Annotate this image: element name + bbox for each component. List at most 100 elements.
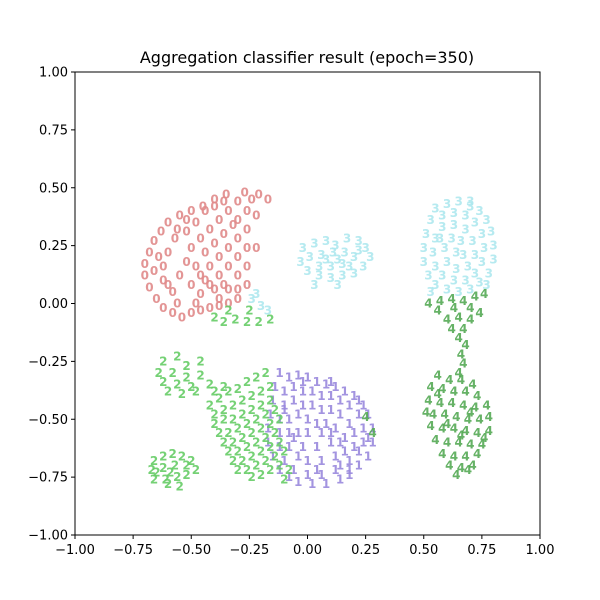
point-class-3: 3 <box>468 234 476 248</box>
point-class-3: 3 <box>310 236 318 250</box>
point-class-3: 3 <box>450 273 458 287</box>
point-class-3: 3 <box>354 234 362 248</box>
point-class-4: 4 <box>468 459 476 473</box>
y-tick-label: 0.75 <box>39 123 68 138</box>
point-class-1: 1 <box>285 412 293 426</box>
point-class-1: 1 <box>341 431 349 445</box>
point-class-0: 0 <box>210 236 218 250</box>
y-tick-label: 0.50 <box>39 181 68 196</box>
point-class-1: 1 <box>299 384 307 398</box>
point-class-0: 0 <box>159 273 167 287</box>
point-class-2: 2 <box>238 394 246 408</box>
x-tick-label: −0.75 <box>113 543 153 558</box>
point-class-3: 3 <box>464 259 472 273</box>
point-class-1: 1 <box>313 463 321 477</box>
point-class-2: 2 <box>254 315 262 329</box>
point-class-0: 0 <box>187 204 195 218</box>
point-class-1: 1 <box>327 426 335 440</box>
chart-title: Aggregation classifier result (epoch=350… <box>140 48 474 67</box>
point-class-0: 0 <box>173 297 181 311</box>
point-class-0: 0 <box>164 246 172 260</box>
point-class-3: 3 <box>431 202 439 216</box>
point-class-2: 2 <box>206 398 214 412</box>
point-class-1: 1 <box>364 408 372 422</box>
point-class-1: 1 <box>289 394 297 408</box>
point-class-3: 3 <box>431 232 439 246</box>
point-class-1: 1 <box>303 371 311 385</box>
point-class-2: 2 <box>261 454 269 468</box>
point-class-2: 2 <box>224 445 232 459</box>
point-class-1: 1 <box>331 449 339 463</box>
point-class-3: 3 <box>471 215 479 229</box>
point-class-2: 2 <box>243 417 251 431</box>
point-class-1: 1 <box>289 380 297 394</box>
point-class-4: 4 <box>485 424 493 438</box>
point-class-3: 3 <box>461 209 469 223</box>
point-class-1: 1 <box>294 368 302 382</box>
point-class-4: 4 <box>473 447 481 461</box>
point-class-4: 4 <box>459 398 467 412</box>
point-class-3: 3 <box>317 248 325 262</box>
point-class-0: 0 <box>215 250 223 264</box>
point-class-3: 3 <box>443 283 451 297</box>
point-class-0: 0 <box>164 278 172 292</box>
point-class-4: 4 <box>438 382 446 396</box>
point-class-0: 0 <box>141 257 149 271</box>
point-class-2: 2 <box>152 465 160 479</box>
point-class-1: 1 <box>350 440 358 454</box>
point-class-1: 1 <box>336 472 344 486</box>
point-class-3: 3 <box>475 276 483 290</box>
point-class-0: 0 <box>201 246 209 260</box>
point-class-3: 3 <box>480 241 488 255</box>
point-class-4: 4 <box>457 373 465 387</box>
point-class-4: 4 <box>450 422 458 436</box>
y-tick-label: −0.50 <box>28 413 68 428</box>
point-class-0: 0 <box>224 259 232 273</box>
point-class-3: 3 <box>431 259 439 273</box>
point-class-1: 1 <box>345 398 353 412</box>
point-class-4: 4 <box>447 322 455 336</box>
point-class-4: 4 <box>475 306 483 320</box>
point-class-1: 1 <box>354 408 362 422</box>
point-class-2: 2 <box>238 431 246 445</box>
point-class-2: 2 <box>220 435 228 449</box>
point-class-1: 1 <box>280 403 288 417</box>
point-class-1: 1 <box>299 375 307 389</box>
point-class-2: 2 <box>178 449 186 463</box>
point-class-2: 2 <box>271 426 279 440</box>
point-class-0: 0 <box>229 218 237 232</box>
point-class-2: 2 <box>275 412 283 426</box>
point-class-1: 1 <box>313 375 321 389</box>
x-tick-label: −0.50 <box>171 543 211 558</box>
point-class-2: 2 <box>231 313 239 327</box>
point-class-0: 0 <box>175 269 183 283</box>
point-class-0: 0 <box>164 215 172 229</box>
point-class-1: 1 <box>280 398 288 412</box>
point-class-3: 3 <box>454 285 462 299</box>
point-class-1: 1 <box>275 426 283 440</box>
point-class-2: 2 <box>257 445 265 459</box>
point-class-2: 2 <box>248 470 256 484</box>
point-class-2: 2 <box>220 412 228 426</box>
point-class-3: 3 <box>431 278 439 292</box>
point-class-2: 2 <box>275 435 283 449</box>
point-class-0: 0 <box>210 192 218 206</box>
point-class-2: 2 <box>220 403 228 417</box>
point-class-3: 3 <box>257 299 265 313</box>
point-class-4: 4 <box>438 422 446 436</box>
point-class-1: 1 <box>331 380 339 394</box>
point-class-4: 4 <box>466 313 474 327</box>
point-class-4: 4 <box>473 389 481 403</box>
point-class-4: 4 <box>461 384 469 398</box>
point-class-4: 4 <box>466 301 474 315</box>
point-class-4: 4 <box>454 310 462 324</box>
point-class-0: 0 <box>254 188 262 202</box>
point-class-0: 0 <box>152 292 160 306</box>
point-class-4: 4 <box>440 408 448 422</box>
point-class-0: 0 <box>192 297 200 311</box>
point-class-1: 1 <box>275 366 283 380</box>
point-class-0: 0 <box>220 195 228 209</box>
point-class-1: 1 <box>359 422 367 436</box>
point-class-2: 2 <box>261 431 269 445</box>
point-class-4: 4 <box>443 417 451 431</box>
